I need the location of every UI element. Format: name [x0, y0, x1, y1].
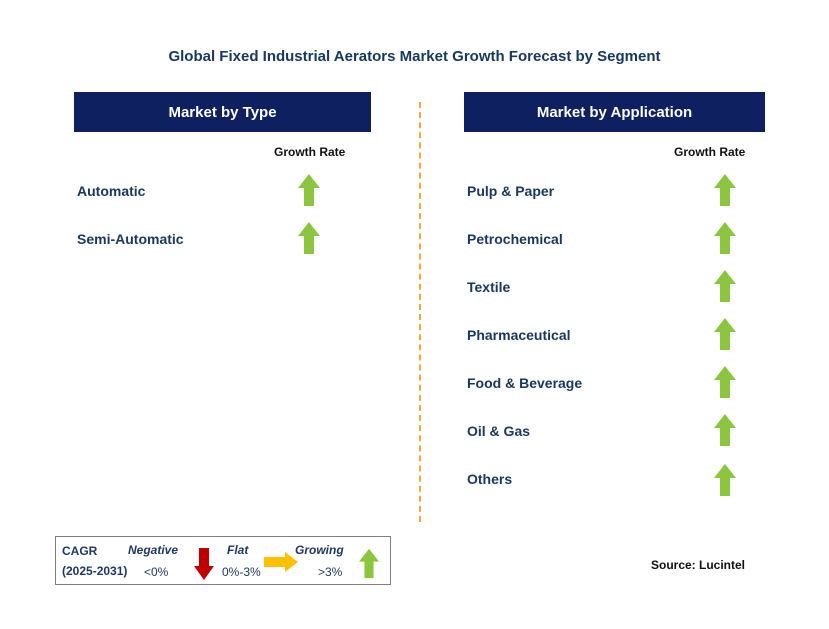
- segment-label-oil-gas: Oil & Gas: [467, 423, 531, 439]
- legend-period-label: (2025-2031): [62, 564, 128, 578]
- legend-cagr-label: CAGR: [62, 544, 98, 558]
- legend-growing-label: Growing: [295, 543, 344, 557]
- segment-label-petrochemical: Petrochemical: [467, 231, 563, 247]
- up-arrow-icon: [714, 464, 736, 496]
- cagr-legend: CAGR (2025-2031) Negative <0% Flat 0%-3%…: [55, 536, 391, 585]
- legend-flat-label: Flat: [227, 543, 249, 557]
- growing-arrow-shape: [298, 174, 320, 206]
- legend-negative-range: <0%: [144, 565, 169, 579]
- source-label: Source: Lucintel: [651, 558, 746, 572]
- up-arrow-icon: [714, 366, 736, 398]
- growing-arrow-shape: [358, 548, 380, 579]
- growing-arrow-shape: [714, 222, 736, 254]
- segment-label-food-beverage: Food & Beverage: [467, 375, 583, 391]
- negative-arrow-shape: [194, 548, 214, 580]
- segment-label-others: Others: [467, 471, 513, 487]
- up-arrow-icon: [358, 548, 380, 579]
- growing-arrow-shape: [714, 318, 736, 350]
- segment-label-semi-automatic: Semi-Automatic: [77, 231, 184, 247]
- growing-arrow-shape: [714, 174, 736, 206]
- segment-label-textile: Textile: [467, 279, 511, 295]
- right-arrow-icon: [264, 552, 298, 572]
- up-arrow-icon: [714, 222, 736, 254]
- chart-title: Global Fixed Industrial Aerators Market …: [168, 48, 661, 65]
- legend-flat-range: 0%-3%: [222, 565, 261, 579]
- up-arrow-icon: [298, 222, 320, 254]
- growing-arrow-shape: [714, 414, 736, 446]
- segment-label-pharmaceutical: Pharmaceutical: [467, 327, 571, 343]
- flat-arrow-shape: [264, 552, 298, 572]
- down-arrow-icon: [194, 548, 214, 580]
- up-arrow-icon: [298, 174, 320, 206]
- segment-label-pulp-paper: Pulp & Paper: [467, 183, 555, 199]
- up-arrow-icon: [714, 174, 736, 206]
- growing-arrow-shape: [714, 366, 736, 398]
- up-arrow-icon: [714, 270, 736, 302]
- legend-growing-range: >3%: [318, 565, 343, 579]
- market-by-application-header: Market by Application: [464, 92, 765, 132]
- segment-label-automatic: Automatic: [77, 183, 146, 199]
- growth-rate-label-application: Growth Rate: [674, 145, 746, 159]
- market-by-type-header: Market by Type: [74, 92, 371, 132]
- up-arrow-icon: [714, 414, 736, 446]
- growth-rate-label-type: Growth Rate: [274, 145, 346, 159]
- growing-arrow-shape: [298, 222, 320, 254]
- growing-arrow-shape: [714, 464, 736, 496]
- growing-arrow-shape: [714, 270, 736, 302]
- panel-divider: [419, 102, 421, 522]
- up-arrow-icon: [714, 318, 736, 350]
- legend-negative-label: Negative: [128, 543, 179, 557]
